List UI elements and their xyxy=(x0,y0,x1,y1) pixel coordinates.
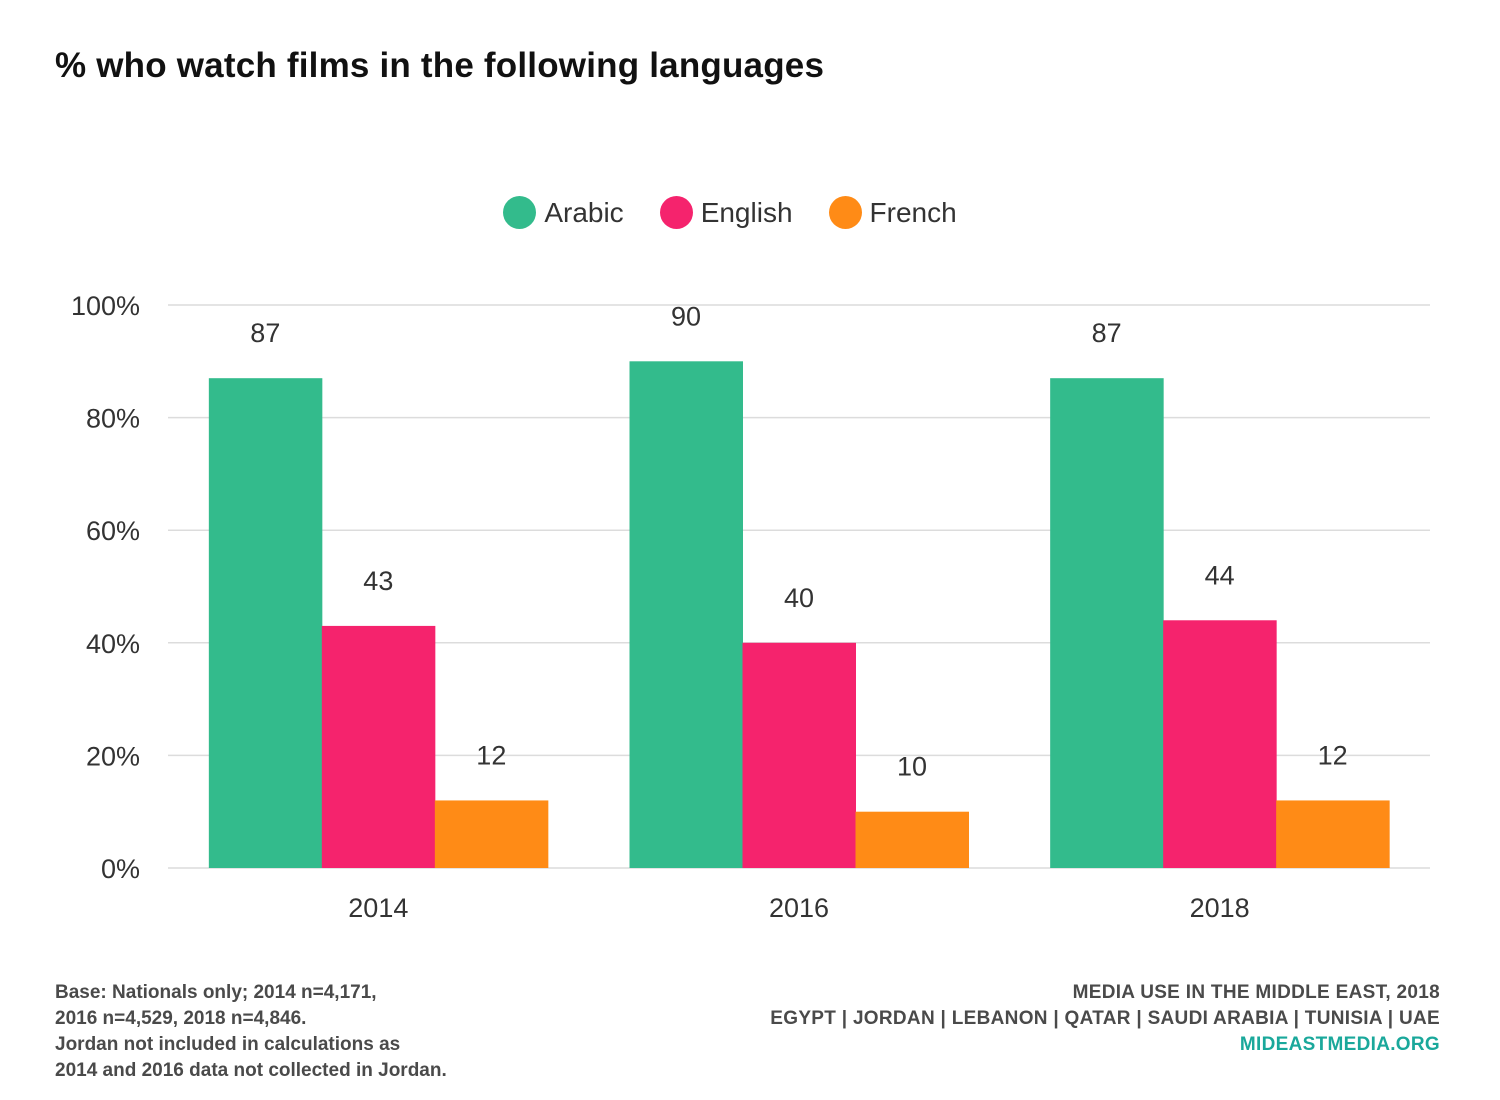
legend-label-english: English xyxy=(700,196,793,228)
x-tick-label: 2016 xyxy=(769,893,829,923)
y-tick-label: 100% xyxy=(71,291,140,321)
footnote-line: Jordan not included in calculations as xyxy=(55,1034,401,1055)
x-tick-label: 2018 xyxy=(1190,893,1250,923)
x-tick-label: 2014 xyxy=(348,893,408,923)
y-tick-label: 60% xyxy=(86,516,140,546)
data-label: 40 xyxy=(784,583,814,613)
footnote-line: 2014 and 2016 data not collected in Jord… xyxy=(55,1060,447,1081)
legend-label-arabic: Arabic xyxy=(544,196,624,228)
legend-item-english: English xyxy=(659,196,793,229)
y-tick-label: 40% xyxy=(86,629,140,659)
footnote-line: Base: Nationals only; 2014 n=4,171, xyxy=(55,982,377,1003)
data-label: 10 xyxy=(897,752,927,782)
data-label: 12 xyxy=(476,740,506,770)
bar-arabic-2014 xyxy=(208,378,323,868)
bar-english-2018 xyxy=(1163,620,1277,868)
data-label: 90 xyxy=(671,301,701,331)
legend-label-french: French xyxy=(869,196,957,228)
bar-arabic-2018 xyxy=(1050,378,1164,868)
source-site-link[interactable]: MIDEASTMEDIA.ORG xyxy=(1239,1034,1440,1055)
y-tick-label: 80% xyxy=(86,404,140,434)
bar-english-2014 xyxy=(321,625,436,868)
data-label: 43 xyxy=(363,566,393,596)
y-tick-label: 20% xyxy=(86,741,140,771)
bar-french-2018 xyxy=(1276,800,1390,868)
bar-arabic-2016 xyxy=(629,361,743,868)
bar-french-2014 xyxy=(434,800,549,868)
legend-swatch-arabic xyxy=(503,196,537,229)
footnote-base: Base: Nationals only; 2014 n=4,171, 2016… xyxy=(55,980,447,1084)
source-title: MEDIA USE IN THE MIDDLE EAST, 2018 xyxy=(1072,982,1440,1003)
data-label: 87 xyxy=(250,318,280,348)
bar-french-2016 xyxy=(855,811,969,868)
bar-english-2016 xyxy=(742,642,856,868)
bar-chart: 0% 20% 40% 60% 80% 100% 87 43 12 2014 90 40 10 2016 87… xyxy=(71,291,1430,923)
source-countries: EGYPT | JORDAN | LEBANON | QATAR | SAUDI… xyxy=(770,1008,1440,1029)
footnote-line: 2016 n=4,529, 2018 n=4,846. xyxy=(55,1008,307,1029)
legend-item-arabic: Arabic xyxy=(503,196,624,229)
chart-legend: Arabic English French xyxy=(0,196,1460,229)
legend-swatch-english xyxy=(659,196,693,229)
data-label: 87 xyxy=(1092,318,1122,348)
y-tick-label: 0% xyxy=(101,854,140,884)
data-label: 44 xyxy=(1205,560,1235,590)
legend-item-french: French xyxy=(828,196,957,229)
legend-swatch-french xyxy=(828,196,862,229)
source-credit: MEDIA USE IN THE MIDDLE EAST, 2018 EGYPT… xyxy=(770,980,1440,1058)
chart-title: % who watch films in the following langu… xyxy=(55,46,825,85)
data-label: 12 xyxy=(1318,740,1348,770)
